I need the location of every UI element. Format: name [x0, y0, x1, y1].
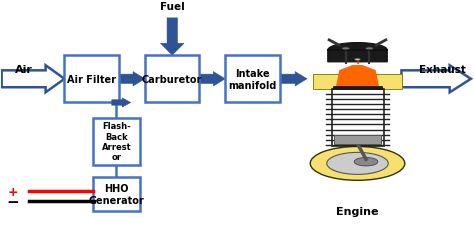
- Text: Flash-
Back
Arrest
or: Flash- Back Arrest or: [101, 122, 131, 162]
- Polygon shape: [112, 98, 131, 108]
- Text: Fuel: Fuel: [160, 2, 185, 12]
- Polygon shape: [280, 72, 307, 87]
- Circle shape: [355, 59, 360, 61]
- Text: Intake
manifold: Intake manifold: [228, 69, 276, 90]
- Circle shape: [354, 158, 378, 166]
- Text: Air: Air: [14, 64, 32, 74]
- FancyBboxPatch shape: [93, 118, 140, 165]
- FancyBboxPatch shape: [225, 56, 280, 103]
- Text: Air Filter: Air Filter: [67, 74, 116, 84]
- Circle shape: [310, 147, 405, 180]
- Circle shape: [365, 48, 373, 50]
- Text: HHO
Generator: HHO Generator: [89, 183, 145, 205]
- Polygon shape: [119, 72, 145, 87]
- FancyBboxPatch shape: [93, 177, 140, 211]
- Polygon shape: [336, 66, 379, 88]
- FancyBboxPatch shape: [313, 74, 402, 90]
- Polygon shape: [160, 19, 184, 56]
- Text: +: +: [7, 185, 18, 198]
- Polygon shape: [401, 66, 471, 93]
- Polygon shape: [328, 43, 387, 63]
- Text: −: −: [6, 194, 19, 209]
- FancyBboxPatch shape: [145, 56, 199, 103]
- Polygon shape: [199, 72, 225, 87]
- FancyBboxPatch shape: [64, 56, 119, 103]
- Text: Engine: Engine: [336, 206, 379, 216]
- Circle shape: [342, 48, 349, 50]
- Circle shape: [327, 153, 388, 175]
- Text: Carburetor: Carburetor: [142, 74, 202, 84]
- Text: Exhaust: Exhaust: [419, 64, 466, 74]
- FancyBboxPatch shape: [333, 86, 382, 90]
- Polygon shape: [1, 66, 64, 93]
- FancyBboxPatch shape: [334, 135, 381, 144]
